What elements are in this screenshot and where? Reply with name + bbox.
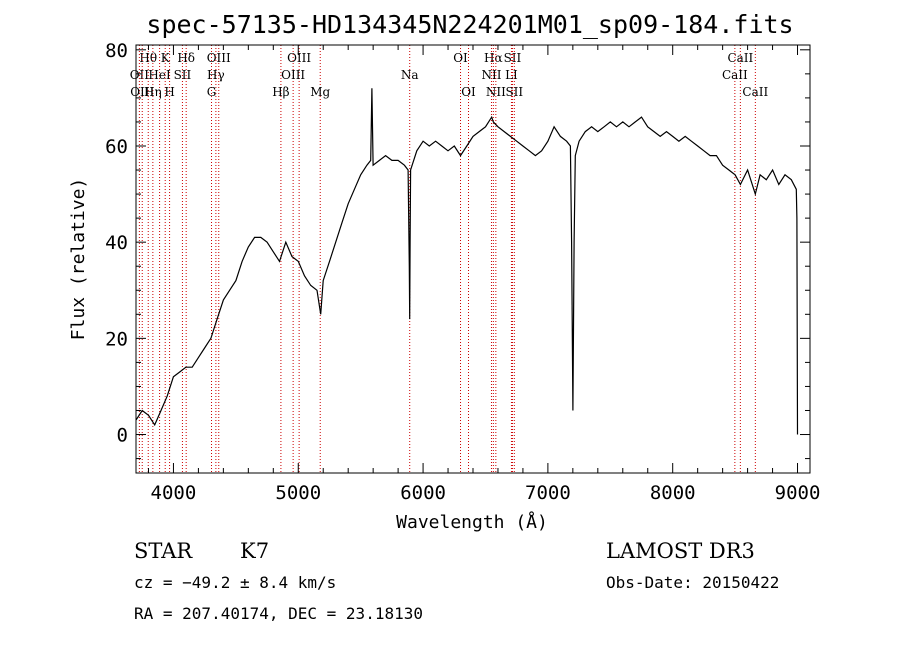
y-axis: 0 20 40 60 80 [105, 40, 810, 460]
spectral-line-label: G [207, 85, 217, 99]
spectrum-line [135, 88, 799, 435]
spectral-line-label: Hδ [177, 51, 195, 65]
x-tick-label: 9000 [775, 482, 821, 504]
spectral-line-label: OI [453, 51, 468, 65]
spectral-line-label: Hα [484, 51, 503, 65]
y-tick-label: 40 [105, 232, 128, 254]
spectral-line-label: OIII [287, 51, 311, 65]
y-tick-label: 60 [105, 136, 128, 158]
x-tick-label: 4000 [151, 482, 197, 504]
x-tick-label: 8000 [650, 482, 696, 504]
spectral-line-label: NII [486, 85, 506, 99]
spectral-line-label: OIII [207, 51, 231, 65]
spectral-line-label: Hγ [207, 68, 225, 82]
spectral-line-label: SII [174, 68, 192, 82]
coordinates-text: RA = 207.40174, DEC = 23.18130 [134, 604, 423, 623]
spectral-line-label: CaII [722, 68, 748, 82]
spectral-line-label: H [164, 85, 174, 99]
spectral-line-label: OI [461, 85, 476, 99]
spectral-line-label: Na [401, 68, 419, 82]
object-subclass: K7 [240, 539, 269, 563]
spectral-line-label: OIII [281, 68, 305, 82]
plot-frame [135, 44, 811, 474]
spectral-line-label: CaII [727, 51, 753, 65]
y-tick-label: 0 [117, 425, 128, 447]
x-tick-label: 6000 [400, 482, 446, 504]
y-tick-label: 80 [105, 40, 128, 62]
obs-date-text: Obs-Date: 20150422 [606, 573, 779, 592]
spectral-line-label: SII [505, 85, 523, 99]
spectral-line-label: OII [130, 68, 150, 82]
x-tick-label: 7000 [525, 482, 571, 504]
spectral-line-label: CaII [742, 85, 768, 99]
spectral-line-label: Hη [144, 85, 162, 99]
x-axis-label: Wavelength (Å) [396, 511, 548, 533]
spectral-line-label: Hβ [272, 85, 289, 99]
spectral-line-label: Mg [310, 85, 330, 99]
spectral-line-label: SII [504, 51, 522, 65]
survey-name: LAMOST DR3 [606, 539, 755, 563]
x-tick-label: 5000 [275, 482, 321, 504]
spectrum-series [135, 88, 799, 435]
spectral-line-label: NII [481, 68, 501, 82]
object-class: STAR [134, 539, 193, 563]
spectral-line-label: HeI [148, 68, 171, 82]
spectral-line-label: LI [505, 68, 518, 82]
x-axis: 4000 5000 6000 7000 8000 9000 [147, 45, 821, 504]
y-axis-label: Flux (relative) [68, 178, 89, 341]
spectral-line-label: K [161, 51, 171, 65]
chart-title: spec-57135-HD134345N224201M01_sp09-184.f… [146, 10, 793, 39]
y-tick-label: 20 [105, 328, 128, 350]
redshift-text: cz = −49.2 ± 8.4 km/s [134, 573, 336, 592]
